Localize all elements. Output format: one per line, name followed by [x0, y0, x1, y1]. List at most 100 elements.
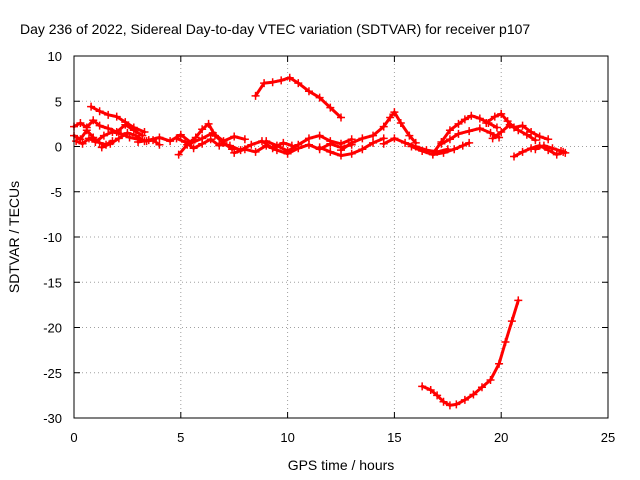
data-point [155, 133, 164, 142]
data-point [82, 126, 91, 135]
data-point [465, 127, 474, 136]
data-point [108, 128, 117, 137]
x-tick-label: 20 [494, 430, 508, 445]
data-point [304, 87, 313, 96]
data-point [418, 382, 427, 391]
data-series [70, 73, 570, 410]
data-point [445, 401, 454, 410]
data-point [131, 131, 140, 140]
data-point [510, 152, 519, 161]
data-point [106, 139, 115, 148]
data-point [527, 144, 536, 153]
series-track-18 [437, 124, 504, 148]
data-point [95, 121, 104, 130]
data-point [358, 145, 367, 154]
data-point [454, 129, 463, 138]
data-point [181, 137, 190, 146]
data-point [198, 125, 207, 134]
data-point [140, 128, 149, 137]
data-point [315, 131, 324, 140]
data-point [89, 133, 98, 142]
data-point [465, 138, 474, 147]
data-point [272, 141, 281, 150]
data-point [251, 91, 260, 100]
data-point [225, 141, 234, 150]
data-point [285, 73, 294, 82]
data-point [78, 139, 87, 148]
data-point [492, 123, 501, 132]
chart-title: Day 236 of 2022, Sidereal Day-to-day VTE… [20, 21, 530, 37]
y-tick-label: -30 [43, 411, 62, 426]
data-point [514, 126, 523, 135]
data-point [396, 118, 405, 127]
data-point [315, 93, 324, 102]
data-point [475, 114, 484, 123]
series-track-13 [315, 134, 388, 160]
x-tick-label: 5 [177, 430, 184, 445]
data-point [95, 138, 104, 147]
data-point [507, 317, 516, 326]
data-point [294, 140, 303, 149]
data-point [337, 146, 345, 155]
data-point [475, 124, 484, 133]
series-track-6 [134, 128, 249, 147]
x-axis-label: GPS time / hours [288, 457, 395, 473]
data-point [166, 137, 175, 146]
data-point [104, 110, 113, 119]
data-point [369, 131, 378, 140]
data-point [401, 138, 410, 147]
data-point [531, 136, 540, 145]
data-point [230, 132, 239, 141]
data-point [369, 138, 378, 147]
data-point [155, 140, 164, 149]
y-tick-label: -5 [50, 185, 62, 200]
data-point [433, 391, 442, 400]
data-point [84, 134, 93, 143]
data-point [230, 148, 239, 157]
data-point [407, 142, 416, 151]
data-point [315, 143, 324, 152]
data-point [501, 337, 510, 346]
data-point [104, 124, 113, 133]
data-point [123, 128, 132, 137]
data-point [518, 147, 527, 156]
series-line [420, 298, 520, 407]
x-tick-label: 0 [70, 430, 77, 445]
data-point [454, 119, 463, 128]
data-point [99, 131, 108, 140]
data-point [450, 145, 459, 154]
data-point [277, 76, 286, 85]
data-point [518, 121, 527, 130]
data-point [527, 128, 536, 137]
y-tick-label: -25 [43, 366, 62, 381]
series-track-11 [251, 73, 345, 122]
data-point [262, 137, 271, 146]
y-axis-label: SDTVAR / TECUs [6, 181, 22, 293]
data-point [482, 118, 491, 127]
data-point [144, 136, 153, 145]
data-point [114, 134, 123, 143]
x-tick-label: 10 [280, 430, 294, 445]
data-point [386, 113, 395, 122]
data-point [347, 138, 356, 147]
data-point [505, 120, 514, 129]
data-point [467, 111, 476, 120]
series-track-20 [488, 120, 540, 145]
data-point [535, 132, 544, 141]
data-point [497, 109, 506, 118]
data-point [121, 118, 130, 127]
data-point [439, 397, 448, 406]
axis-ticks: 0 5 10 15 20 25 10 5 0 -5 -10 -15 -20 -25 -30 [43, 49, 615, 445]
data-point [189, 144, 198, 153]
data-point [469, 390, 478, 399]
series-line [339, 110, 418, 152]
data-point [97, 143, 106, 152]
series-track-22 [531, 141, 570, 157]
data-point [279, 138, 288, 147]
data-point [445, 126, 454, 135]
data-point [539, 141, 548, 150]
data-point [561, 148, 570, 157]
data-point [458, 141, 467, 150]
y-tick-label: -10 [43, 230, 62, 245]
series-track-14 [337, 108, 420, 155]
